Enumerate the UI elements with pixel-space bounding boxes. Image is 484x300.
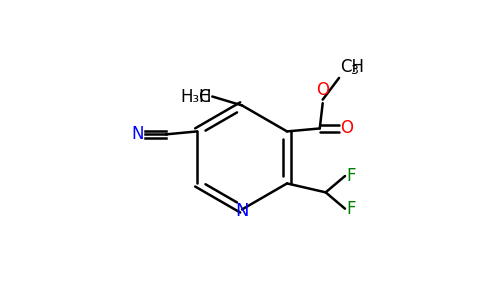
Text: F: F (347, 167, 356, 185)
Text: H: H (198, 88, 211, 106)
Text: N: N (235, 202, 249, 220)
Text: H₃C: H₃C (180, 88, 211, 106)
Text: CH: CH (340, 58, 363, 76)
Text: F: F (347, 200, 356, 218)
Text: 3: 3 (350, 64, 358, 77)
Text: O: O (341, 119, 353, 137)
Text: N: N (132, 125, 144, 143)
Text: O: O (316, 81, 329, 99)
